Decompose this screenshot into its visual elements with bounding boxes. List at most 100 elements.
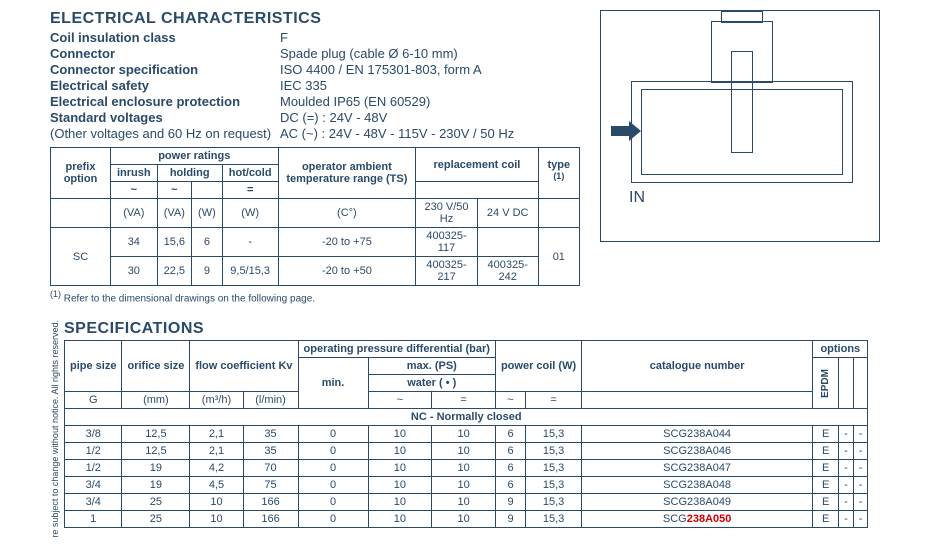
nc-section: NC - Normally closed <box>65 409 868 426</box>
cell: 2,1 <box>190 426 243 443</box>
hdr-opt-blank <box>853 358 868 409</box>
char-label: Electrical safety <box>50 78 280 93</box>
cell: 10 <box>368 460 432 477</box>
unit-eq: = <box>432 392 496 409</box>
unit-blank <box>51 199 111 228</box>
cell: 15,3 <box>526 426 582 443</box>
in-label: IN <box>629 189 645 207</box>
char-val: Moulded IP65 (EN 60529) <box>280 94 580 109</box>
cell: 10 <box>432 426 496 443</box>
cell: 30 <box>111 257 158 286</box>
cell: -20 to +50 <box>278 257 416 286</box>
hdr-epdm: EPDM <box>818 365 833 402</box>
cell: 10 <box>432 443 496 460</box>
unit-eq: = <box>526 392 582 409</box>
cell: 400325-217 <box>416 257 478 286</box>
cell: 1 <box>65 511 122 528</box>
cell: - <box>853 426 868 443</box>
cell: 10 <box>432 460 496 477</box>
hdr-holding: holding <box>157 165 222 182</box>
cell: - <box>853 443 868 460</box>
unit-w: (W) <box>222 199 278 228</box>
cell: - <box>839 426 854 443</box>
hdr-tilde: ~ <box>157 182 191 199</box>
hdr-powercoil: power coil (W) <box>495 341 581 392</box>
valve-diagram: IN <box>600 10 880 242</box>
cell: - <box>839 511 854 528</box>
cell: - <box>853 494 868 511</box>
cell: 166 <box>243 511 298 528</box>
hdr-pipe: pipe size <box>65 341 122 392</box>
unit-24: 24 V DC <box>477 199 538 228</box>
cell: 35 <box>243 443 298 460</box>
cell: 10 <box>368 494 432 511</box>
cell: E <box>813 460 839 477</box>
char-val: DC (=) : 24V - 48V <box>280 110 580 125</box>
hdr-repl: replacement coil <box>416 148 538 182</box>
cell: 1/2 <box>65 460 122 477</box>
hdr-power: power ratings <box>111 148 279 165</box>
cell: 10 <box>190 511 243 528</box>
hdr-type: type (1) <box>538 148 579 199</box>
cell: 0 <box>298 460 368 477</box>
cell: - <box>839 494 854 511</box>
other-voltages-value: AC (~) : 24V - 48V - 115V - 230V / 50 Hz <box>280 126 580 141</box>
char-label: Coil insulation class <box>50 30 280 45</box>
cell: 75 <box>243 477 298 494</box>
cell: 9 <box>495 494 525 511</box>
cell: E <box>813 443 839 460</box>
cell: 4,2 <box>190 460 243 477</box>
unit-blank <box>582 392 813 409</box>
hdr-opt-blank <box>839 358 854 409</box>
hdr-eq: = <box>222 182 278 199</box>
cell: 10 <box>368 511 432 528</box>
cell: 01 <box>538 228 579 286</box>
cell: - <box>839 460 854 477</box>
cell: E <box>813 477 839 494</box>
unit-tilde: ~ <box>495 392 525 409</box>
cell: 12,5 <box>122 443 190 460</box>
unit-c: (C°) <box>278 199 416 228</box>
cell: 400325-242 <box>477 257 538 286</box>
unit-230: 230 V/50 Hz <box>416 199 478 228</box>
cell: 9 <box>495 511 525 528</box>
unit-blank <box>538 199 579 228</box>
cell: 10 <box>432 511 496 528</box>
cell: E <box>813 494 839 511</box>
cell: - <box>853 477 868 494</box>
hdr-cat: catalogue number <box>582 341 813 392</box>
cell: 6 <box>495 426 525 443</box>
hdr-opdiff: operating pressure differential (bar) <box>298 341 495 358</box>
spec-title: SPECIFICATIONS <box>64 320 880 338</box>
char-label: Connector <box>50 46 280 61</box>
cell: 3/8 <box>65 426 122 443</box>
cell: 10 <box>368 477 432 494</box>
cell: -20 to +75 <box>278 228 416 257</box>
cell: 10 <box>432 477 496 494</box>
side-copyright-text: re subject to change without notice. All… <box>50 320 64 538</box>
unit-tilde: ~ <box>368 392 432 409</box>
arrow-in-icon <box>611 121 641 141</box>
unit-lmin: (l/min) <box>243 392 298 409</box>
cell: 9 <box>192 257 223 286</box>
cell-sc: SC <box>51 228 111 286</box>
cell: 10 <box>190 494 243 511</box>
hdr-tilde: ~ <box>111 182 158 199</box>
char-val: IEC 335 <box>280 78 580 93</box>
unit-g: G <box>65 392 122 409</box>
cell: - <box>839 477 854 494</box>
cell: 4,5 <box>190 477 243 494</box>
hdr-water: water ( • ) <box>368 375 495 392</box>
hdr-prefix: prefix option <box>51 148 111 199</box>
unit-va: (VA) <box>157 199 191 228</box>
cell: 19 <box>122 460 190 477</box>
cell: 25 <box>122 494 190 511</box>
ratings-footnote: (1) Refer to the dimensional drawings on… <box>50 289 580 304</box>
cell: 15,6 <box>157 228 191 257</box>
cell: 70 <box>243 460 298 477</box>
cell: 10 <box>368 443 432 460</box>
hdr-hotcold: hot/cold <box>222 165 278 182</box>
ratings-table: prefix option power ratings operator amb… <box>50 147 580 286</box>
char-label: Standard voltages <box>50 110 280 125</box>
unit-m3h: (m³/h) <box>190 392 243 409</box>
